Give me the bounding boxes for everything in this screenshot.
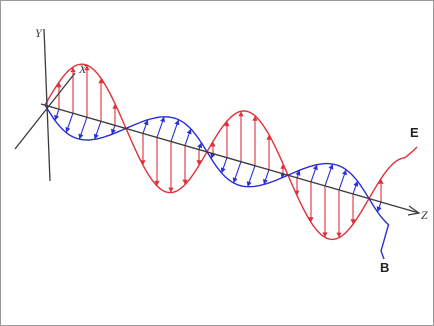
- e-wave-curve: [44, 63, 418, 241]
- b-field-vector: [376, 201, 382, 213]
- e-field-vector: [238, 111, 244, 162]
- e-field-vector: [84, 65, 90, 118]
- b-field-vector: [232, 161, 242, 184]
- b-field-vector: [54, 108, 60, 121]
- b-field-vector: [295, 170, 301, 178]
- e-field-vector: [322, 185, 328, 238]
- e-field-vector: [224, 121, 230, 158]
- b-field-vector: [338, 169, 347, 191]
- e-field-vector: [182, 145, 188, 185]
- b-field-vector: [65, 112, 74, 133]
- e-field-vector: [266, 134, 272, 170]
- b-field-vector: [310, 164, 318, 182]
- magnetic-field-wave: [44, 104, 390, 260]
- e-field-vector: [294, 177, 300, 196]
- e-field-vector: [140, 133, 146, 166]
- b-wave-label: B: [380, 260, 389, 275]
- e-field-vector: [210, 141, 216, 154]
- e-field-vector: [154, 137, 160, 186]
- z-axis-label: Z: [421, 208, 428, 222]
- e-field-vector: [308, 181, 314, 223]
- e-wave-label: E: [410, 125, 419, 140]
- z-axis-arrowhead: [407, 205, 421, 216]
- x-axis: [14, 72, 76, 150]
- e-field-vector: [112, 103, 118, 126]
- b-field-vector: [93, 120, 102, 140]
- e-field-vector: [336, 189, 342, 238]
- b-field-vector: [142, 119, 149, 134]
- b-field-vector: [184, 128, 192, 146]
- y-axis: [43, 28, 51, 182]
- e-field-vector: [252, 115, 258, 166]
- z-axis: [40, 103, 420, 214]
- b-field-vector: [352, 180, 359, 195]
- b-field-vector: [197, 142, 203, 150]
- e-field-vector: [196, 149, 202, 166]
- e-field-vector: [98, 78, 104, 122]
- e-field-vector: [378, 178, 384, 203]
- e-field-vector: [350, 193, 356, 225]
- b-field-vector: [78, 116, 88, 140]
- b-field-vector: [111, 125, 116, 135]
- x-axis-label: X: [78, 62, 87, 76]
- b-wave-curve: [44, 104, 390, 260]
- b-field-vector: [246, 165, 256, 187]
- e-field-vector: [280, 163, 286, 174]
- b-field-vector: [156, 116, 165, 138]
- e-field-vector: [168, 141, 174, 193]
- electric-field-wave: [44, 63, 418, 241]
- e-field-vector: [56, 82, 62, 110]
- b-field-vector: [263, 169, 270, 185]
- b-field-vector: [324, 163, 334, 187]
- b-field-vector: [220, 157, 228, 174]
- y-axis-label: Y: [35, 26, 43, 40]
- b-field-vector: [170, 119, 180, 142]
